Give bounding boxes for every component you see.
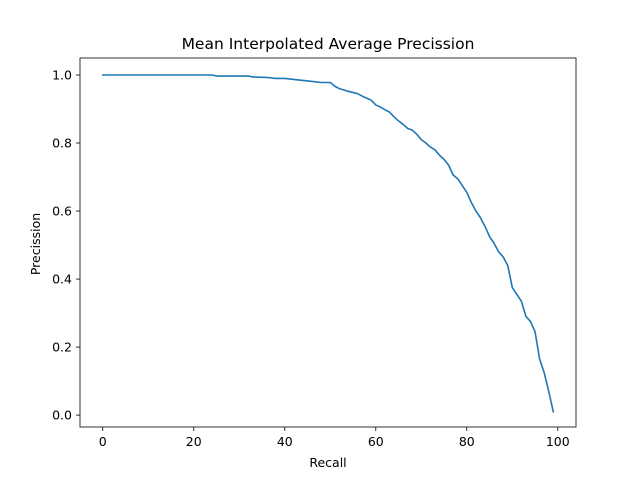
chart-title: Mean Interpolated Average Precission <box>182 35 475 53</box>
axes-frame <box>79 57 577 428</box>
x-tick-label: 60 <box>368 434 384 449</box>
x-tick-label: 100 <box>546 434 570 449</box>
x-axis-label: Recall <box>309 455 346 470</box>
y-tick-label: 0.4 <box>52 272 72 287</box>
x-tick-label: 80 <box>459 434 475 449</box>
y-tick-label: 0.2 <box>52 340 72 355</box>
y-axis-label: Precission <box>28 213 43 275</box>
plot-area: 0 20 40 60 80 100 0.0 0.2 0.4 0.6 0.8 1.0 <box>52 57 577 449</box>
y-tick-label: 0.8 <box>52 136 72 151</box>
x-tick-label: 20 <box>186 434 202 449</box>
x-tick-label: 40 <box>277 434 293 449</box>
y-tick-label: 0.0 <box>52 408 72 423</box>
x-tick-label: 0 <box>99 434 107 449</box>
y-tick-label: 0.6 <box>52 204 72 219</box>
y-tick-label: 1.0 <box>52 68 72 83</box>
series-line-0 <box>101 74 555 413</box>
